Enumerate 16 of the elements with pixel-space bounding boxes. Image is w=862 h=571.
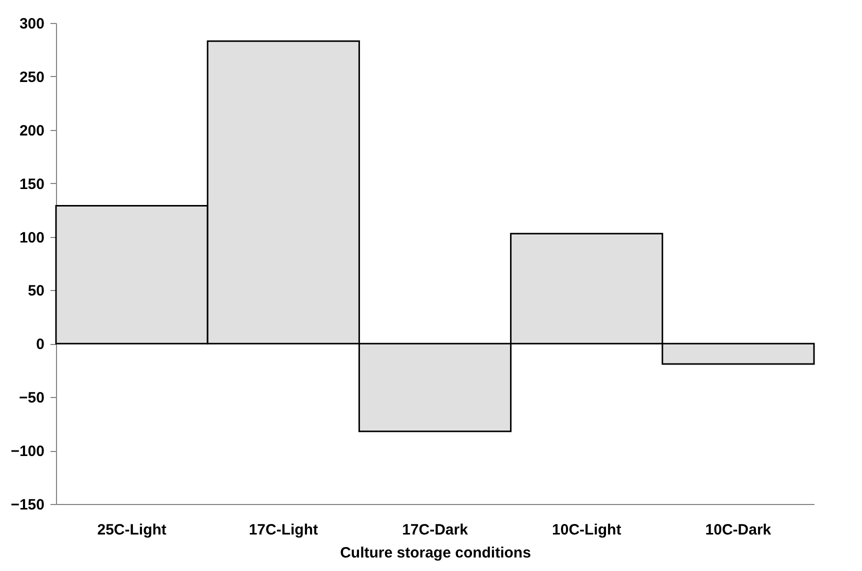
x-tick-label: 10C-Light [552,522,622,538]
y-tick-label: 150 [19,176,44,193]
y-tick-label: −150 [10,496,44,514]
x-tick-label: 25C-Light [97,522,166,538]
x-axis-title: Culture storage conditions [340,544,531,562]
x-tick-label: 17C-Light [248,522,318,538]
y-tick-label: 300 [19,16,44,32]
y-tick-label: 200 [19,122,44,140]
y-tick-label: 50 [28,282,44,300]
y-tick-label: 250 [19,68,44,86]
y-tick-label: −100 [10,443,44,460]
y-tick-label: −50 [19,390,44,407]
x-tick-label: 10C-Dark [705,522,772,538]
y-tick-label: 100 [19,229,44,246]
x-tick-label: 17C-Dark [402,522,469,538]
y-tick-label: 0 [36,336,44,354]
